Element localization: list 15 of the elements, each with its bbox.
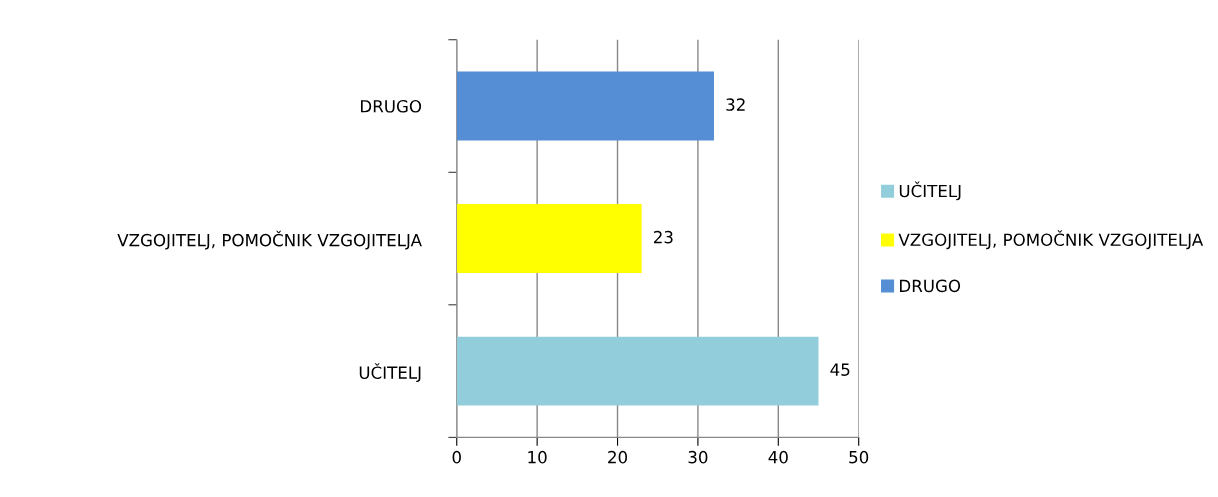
x-tick-label: 40 bbox=[768, 450, 788, 464]
x-tick-label: 0 bbox=[452, 450, 461, 464]
legend-label: UČITELJ bbox=[899, 181, 961, 201]
data-label: 45 bbox=[830, 363, 850, 376]
x-tick-label: 10 bbox=[528, 450, 547, 464]
y-tick-label: VZGOJITELJ, POMOČNIK VZGOJITELJA bbox=[117, 230, 422, 250]
data-label: 23 bbox=[653, 230, 673, 244]
legend-label: VZGOJITELJ, POMOČNIK VZGOJITELJA bbox=[898, 230, 1204, 250]
y-tick-label: DRUGO bbox=[361, 99, 422, 113]
y-tick-label: UČITELJ bbox=[359, 363, 421, 383]
data-label: 32 bbox=[726, 98, 745, 111]
x-tick-label: 20 bbox=[608, 450, 628, 464]
x-tick-label: 50 bbox=[849, 450, 869, 464]
x-tick-label: 30 bbox=[688, 450, 708, 464]
legend-label: DRUGO bbox=[900, 279, 961, 293]
